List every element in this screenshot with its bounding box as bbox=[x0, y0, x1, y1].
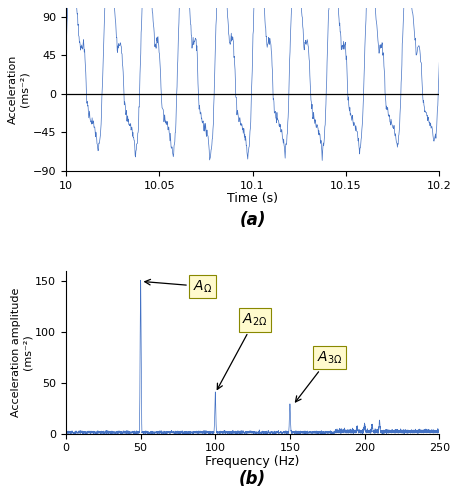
Y-axis label: Acceleration amplitude
(ms⁻²): Acceleration amplitude (ms⁻²) bbox=[11, 288, 33, 417]
Text: $A_{3\Omega}$: $A_{3\Omega}$ bbox=[295, 350, 341, 402]
Text: (b): (b) bbox=[239, 470, 266, 488]
X-axis label: Time (s): Time (s) bbox=[227, 192, 278, 205]
Text: (a): (a) bbox=[239, 210, 265, 228]
Text: $A_{\Omega}$: $A_{\Omega}$ bbox=[145, 278, 212, 294]
X-axis label: Frequency (Hz): Frequency (Hz) bbox=[205, 455, 299, 468]
Y-axis label: Acceleration
(ms⁻²): Acceleration (ms⁻²) bbox=[8, 55, 30, 124]
Text: $A_{2\Omega}$: $A_{2\Omega}$ bbox=[217, 312, 267, 390]
